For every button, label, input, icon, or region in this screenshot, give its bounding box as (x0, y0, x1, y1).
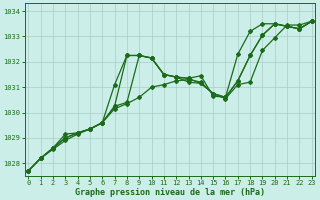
X-axis label: Graphe pression niveau de la mer (hPa): Graphe pression niveau de la mer (hPa) (75, 188, 265, 197)
